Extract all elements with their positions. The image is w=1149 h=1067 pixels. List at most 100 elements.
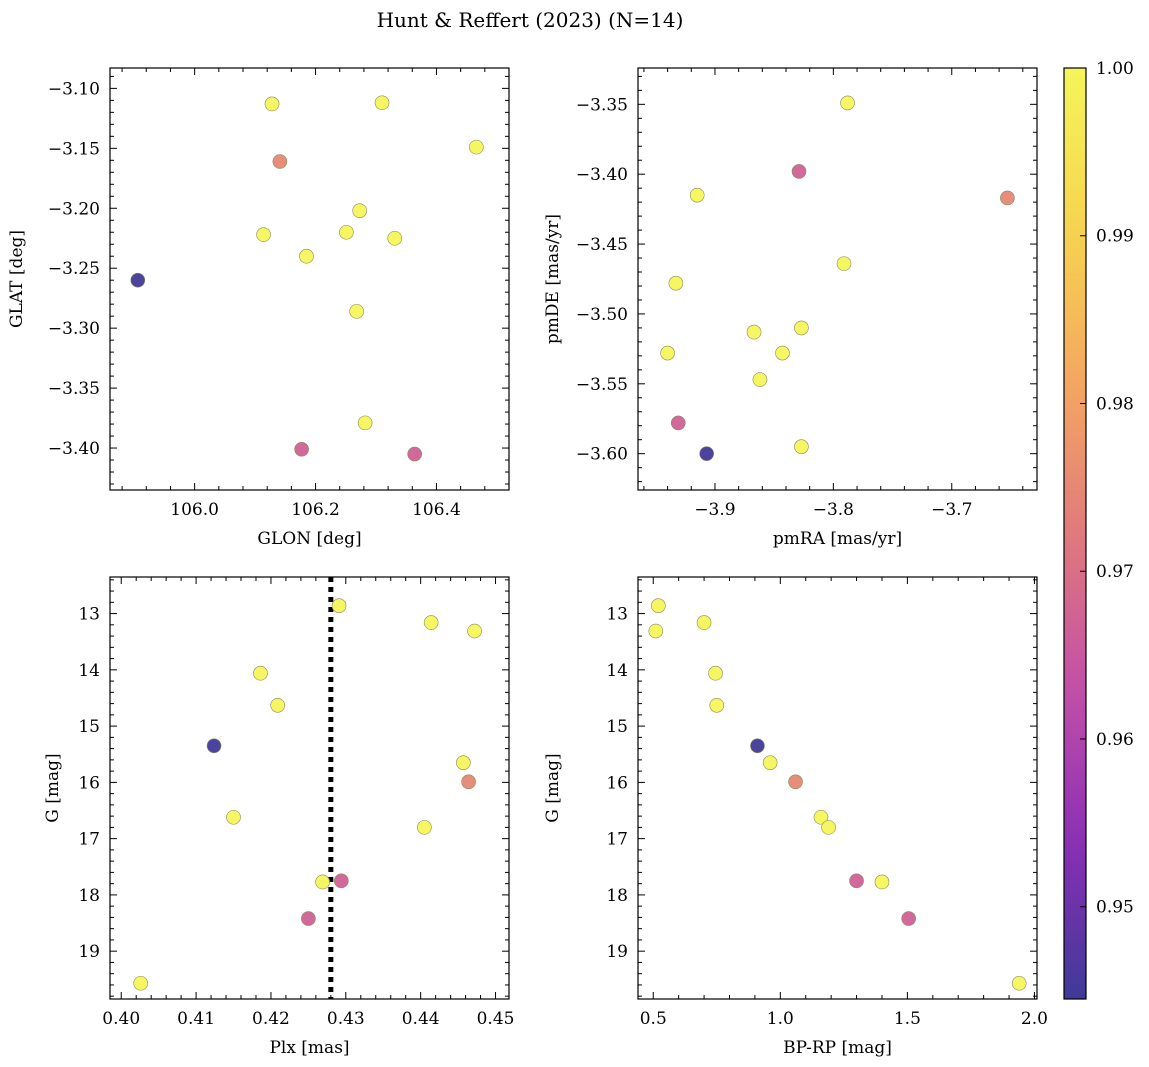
x-tick-label: −3.9 xyxy=(694,500,735,520)
colorbar-tick-label: 0.99 xyxy=(1096,227,1134,247)
scatter-point xyxy=(874,874,890,890)
x-tick-label: 0.5 xyxy=(640,1009,667,1029)
x-tick-label: 1.5 xyxy=(894,1009,921,1029)
scatter-point xyxy=(417,820,432,835)
y-tick-label: 17 xyxy=(606,830,628,850)
axes-frame xyxy=(637,576,1038,1000)
y-axis-label: GLAT [deg] xyxy=(7,230,27,328)
y-tick-label: 18 xyxy=(606,886,628,906)
colorbar-tick-label: 0.97 xyxy=(1096,562,1134,582)
scatter-point xyxy=(788,774,803,790)
y-tick-label: −3.50 xyxy=(576,305,628,325)
y-tick-label: −3.25 xyxy=(48,259,100,279)
scatter-point xyxy=(294,441,309,457)
panels: 106.0 106.2 106.4 −3.10 −3.15 −3.20 −3.25 −3.30… xyxy=(7,67,1048,1058)
y-tick-label: −3.20 xyxy=(48,199,100,219)
colorbar-tick-label: 0.95 xyxy=(1096,898,1134,918)
scatter-point xyxy=(334,873,349,889)
ticks: −3.9 −3.8 −3.7 −3.35 −3.40 −3.45 −3.50 −3.55 −3.… xyxy=(576,68,1037,520)
y-tick-label: −3.40 xyxy=(576,165,628,185)
scatter-point xyxy=(461,774,476,790)
scatter-point xyxy=(689,187,705,203)
axes-frame xyxy=(109,67,510,491)
figure-title: Hunt & Reffert (2023) (N=14) xyxy=(377,8,684,32)
y-tick-label: −3.15 xyxy=(48,139,100,159)
scatter-point xyxy=(1000,190,1015,206)
scatter-point xyxy=(1011,975,1027,991)
scatter-point xyxy=(315,874,330,890)
x-axis-label: Plx [mas] xyxy=(269,1038,349,1058)
scatter-point xyxy=(670,415,686,431)
y-tick-label: 14 xyxy=(606,661,628,681)
scatter-point xyxy=(130,272,146,288)
y-tick-label: −3.45 xyxy=(576,235,628,255)
scatter-point xyxy=(407,446,422,462)
scatter-point xyxy=(836,256,852,271)
y-tick-label: −3.35 xyxy=(48,379,100,399)
scatter-point xyxy=(696,615,712,630)
y-tick-label: 19 xyxy=(606,942,628,962)
y-tick-label: 18 xyxy=(78,886,100,906)
scatter-point xyxy=(467,623,482,639)
y-tick-label: −3.40 xyxy=(48,439,100,459)
scatter-point xyxy=(750,738,765,754)
scatter-point xyxy=(648,623,664,639)
scatter-point xyxy=(901,911,916,926)
scatter-points xyxy=(660,95,1015,461)
scatter-point xyxy=(849,873,864,889)
x-tick-label: 0.41 xyxy=(177,1009,215,1029)
scatter-point xyxy=(699,446,714,461)
ticks: 0.5 1.0 1.5 2.0 13 14 15 16 17 18 19 xyxy=(606,577,1048,1029)
scatter-point xyxy=(651,598,666,613)
colorbar-tick-label: 1.00 xyxy=(1096,59,1134,79)
x-tick-label: 106.4 xyxy=(412,500,461,520)
scatter-point xyxy=(256,227,271,242)
colorbar: 0.95 0.96 0.97 0.98 0.99 1.00 xyxy=(1063,59,1134,1000)
x-tick-label: 106.0 xyxy=(170,500,219,520)
scatter-point xyxy=(374,95,390,111)
axes-frame xyxy=(637,67,1038,491)
x-tick-label: 0.40 xyxy=(102,1009,140,1029)
x-axis-label: GLON [deg] xyxy=(257,529,361,549)
scatter-point xyxy=(301,911,316,926)
y-tick-label: 16 xyxy=(606,773,628,793)
scatter-point xyxy=(775,345,790,361)
colorbar-tick-label: 0.98 xyxy=(1096,394,1134,414)
y-axis-label: G [mag] xyxy=(543,753,563,822)
y-tick-label: −3.60 xyxy=(576,445,628,465)
scatter-points xyxy=(648,598,1027,991)
scatter-point xyxy=(762,755,778,770)
panel-bottom-right: 0.5 1.0 1.5 2.0 13 14 15 16 17 18 19 BP-RP [mag] G [… xyxy=(543,576,1048,1058)
y-tick-label: 14 xyxy=(78,661,100,681)
y-axis-label: pmDE [mas/yr] xyxy=(543,214,563,344)
scatter-point xyxy=(253,665,268,681)
scatter-point xyxy=(791,164,807,179)
ticks: 0.40 0.41 0.42 0.43 0.44 0.45 13 14 15 16 17 18 19 xyxy=(78,577,514,1029)
scatter-point xyxy=(387,230,403,246)
scatter-point xyxy=(331,598,347,613)
colorbar-tick-label: 0.96 xyxy=(1096,730,1134,750)
scatter-point xyxy=(352,203,367,218)
scatter-point xyxy=(357,415,373,431)
scatter-points xyxy=(133,598,482,991)
scatter-point xyxy=(206,738,222,754)
x-tick-label: 0.45 xyxy=(477,1009,515,1029)
scatter-point xyxy=(709,697,725,713)
scatter-point xyxy=(339,224,354,240)
scatter-point xyxy=(270,697,285,713)
y-tick-label: 15 xyxy=(606,717,628,737)
scatter-point xyxy=(840,95,855,111)
scatter-point xyxy=(133,975,148,991)
scatter-point xyxy=(752,372,768,387)
scatter-point xyxy=(794,439,809,454)
ticks: 106.0 106.2 106.4 −3.10 −3.15 −3.20 −3.25 −3.30… xyxy=(48,68,510,520)
panel-bottom-left: 0.40 0.41 0.42 0.43 0.44 0.45 13 14 15 16 17 18 19 Pl… xyxy=(43,576,514,1058)
x-tick-label: 106.2 xyxy=(291,500,340,520)
scatter-point xyxy=(469,139,484,155)
y-tick-label: 13 xyxy=(78,605,100,625)
x-tick-label: 1.0 xyxy=(767,1009,794,1029)
scatter-point xyxy=(349,304,364,319)
y-tick-label: −3.55 xyxy=(576,375,628,395)
scatter-point xyxy=(226,809,241,825)
